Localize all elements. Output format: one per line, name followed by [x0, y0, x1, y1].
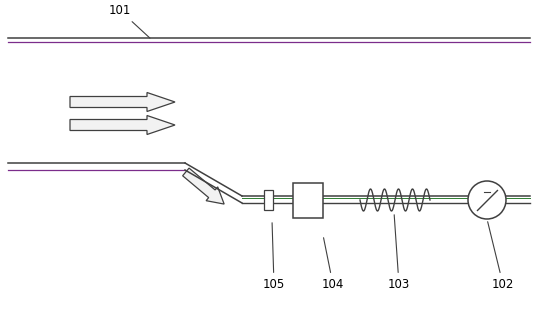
- Circle shape: [468, 181, 506, 219]
- Text: 101: 101: [109, 4, 150, 38]
- Polygon shape: [183, 168, 224, 204]
- Text: 103: 103: [388, 215, 410, 291]
- Bar: [293, 183, 323, 217]
- Text: 104: 104: [322, 238, 344, 291]
- Bar: [263, 190, 273, 210]
- Polygon shape: [70, 115, 175, 134]
- Text: 102: 102: [487, 222, 514, 291]
- Text: 105: 105: [263, 223, 285, 291]
- Polygon shape: [70, 92, 175, 111]
